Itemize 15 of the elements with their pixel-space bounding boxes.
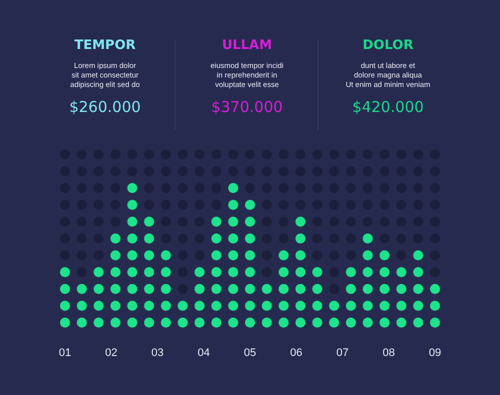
- text: TEMPOR: [74, 38, 136, 53]
- x-tick-label: 04: [198, 347, 210, 359]
- x-tick-label: 03: [151, 347, 164, 359]
- x-tick-label: 07: [336, 347, 349, 359]
- text: $420.000: [352, 98, 424, 116]
- x-tick-label: 09: [428, 347, 442, 359]
- text: DOLOR: [362, 38, 414, 53]
- text: $260.000: [69, 98, 141, 116]
- x-tick-label: 08: [382, 347, 395, 359]
- text: ULLAM: [222, 38, 272, 53]
- x-tick-label: 06: [290, 347, 302, 359]
- x-tick-label: 05: [244, 347, 256, 359]
- text: $370.000: [211, 98, 283, 116]
- x-tick-label: 02: [105, 347, 118, 359]
- x-tick-label: 01: [58, 347, 72, 359]
